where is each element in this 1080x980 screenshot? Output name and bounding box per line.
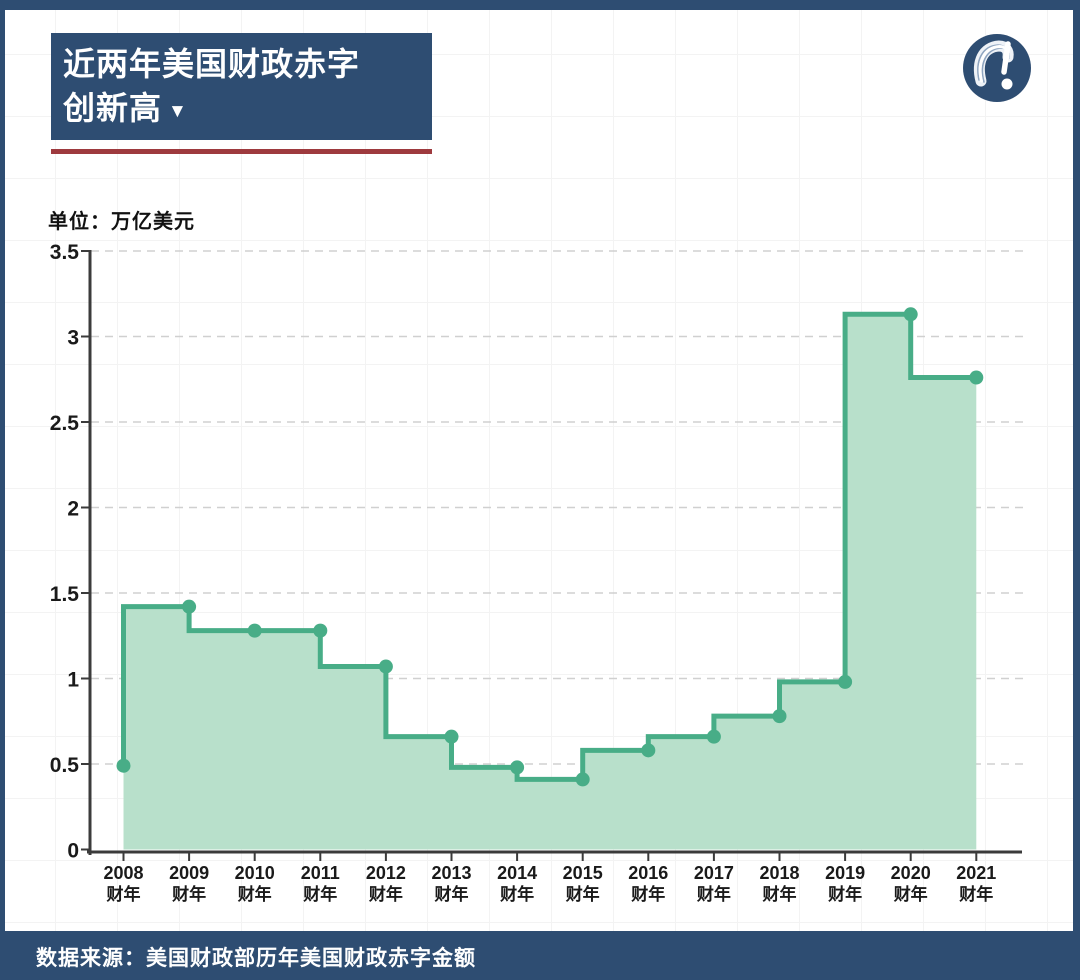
data-source-text: 数据来源：美国财政部历年美国财政赤字金额 — [36, 947, 476, 970]
x-tick-label-year-2016: 2016 — [628, 863, 668, 883]
content-area: 近两年美国财政赤字 创新高 ▼ 单位：万亿美元 0 0.5 1 1.5 2 2.5 3 3.5 2… — [5, 10, 1073, 931]
unit-label: 单位：万亿美元 — [48, 211, 195, 233]
data-point-2012 — [378, 659, 393, 674]
data-point-2009 — [182, 599, 197, 614]
data-point-2017 — [706, 729, 721, 744]
y-tick-label-1.5: 1.5 — [50, 583, 80, 606]
x-tick-label-year-2010: 2010 — [235, 863, 275, 883]
page-title-line2: 创新高 ▼ — [63, 86, 432, 134]
y-tick-label-3.5: 3.5 — [50, 241, 80, 264]
data-point-2018 — [772, 709, 787, 724]
title-accent-rule — [51, 149, 432, 154]
x-tick-label-year-2012: 2012 — [366, 863, 406, 883]
x-tick-label-year-2011: 2011 — [301, 863, 340, 883]
data-points — [116, 307, 984, 787]
x-tick-label-year-2019: 2019 — [825, 863, 865, 883]
y-tick-label-2.5: 2.5 — [50, 412, 80, 435]
page-title-text2: 创新高 — [63, 90, 163, 126]
page-title-line1: 近两年美国财政赤字 — [63, 42, 432, 86]
x-tick-label-year-2015: 2015 — [563, 863, 603, 883]
data-point-2021 — [969, 370, 984, 385]
x-tick-label-suffix-2021: 财年 — [958, 884, 993, 904]
exclamation-mark-icon — [1001, 41, 1013, 90]
x-tick-label-suffix-2009: 财年 — [171, 884, 206, 904]
page-title-text1: 近两年美国财政赤字 — [63, 46, 361, 82]
x-tick-label-year-2014: 2014 — [497, 863, 537, 883]
x-tick-label-year-2020: 2020 — [891, 863, 931, 883]
publisher-logo — [963, 34, 1031, 102]
x-tick-label-year-2008: 2008 — [103, 863, 143, 883]
data-point-2014 — [510, 760, 525, 775]
title-box: 近两年美国财政赤字 创新高 ▼ — [51, 33, 432, 140]
x-tick-label-suffix-2018: 财年 — [762, 884, 797, 904]
x-tick-label-suffix-2013: 财年 — [434, 884, 469, 904]
axes — [87, 250, 1022, 855]
x-tick-label-year-2013: 2013 — [431, 863, 471, 883]
data-point-2011 — [313, 623, 328, 638]
data-point-2019 — [838, 674, 853, 689]
x-tick-label-suffix-2019: 财年 — [827, 884, 862, 904]
x-tick-label-suffix-2017: 财年 — [696, 884, 731, 904]
data-point-2010 — [247, 623, 262, 638]
x-tick-label-suffix-2008: 财年 — [106, 884, 141, 904]
data-point-2008 — [116, 758, 131, 773]
data-point-2016 — [641, 743, 656, 758]
x-tick-label-suffix-2015: 财年 — [565, 884, 600, 904]
x-tick-label-suffix-2011: 财年 — [302, 884, 337, 904]
x-tick-label-suffix-2014: 财年 — [499, 884, 534, 904]
data-point-2020 — [903, 307, 918, 322]
triangle-down-icon: ▼ — [168, 101, 188, 122]
x-tick-label-suffix-2012: 财年 — [368, 884, 403, 904]
y-tick-label-2: 2 — [67, 498, 79, 521]
data-point-2015 — [575, 772, 590, 787]
y-tick-label-0.5: 0.5 — [50, 754, 80, 777]
data-point-2013 — [444, 729, 459, 744]
x-tick-label-year-2009: 2009 — [169, 863, 209, 883]
x-tick-label-year-2021: 2021 — [956, 863, 996, 883]
x-axis-ticks: 2008财年2009财年2010财年2011财年2012财年2013财年2014… — [103, 852, 996, 904]
step-line — [121, 311, 977, 782]
x-tick-label-year-2018: 2018 — [759, 863, 799, 883]
y-axis-ticks: 0 0.5 1 1.5 2 2.5 3 3.5 — [50, 241, 90, 863]
x-tick-label-suffix-2016: 财年 — [630, 884, 665, 904]
y-tick-label-1: 1 — [67, 669, 79, 692]
x-tick-label-suffix-2020: 财年 — [893, 884, 928, 904]
y-tick-label-3: 3 — [67, 327, 79, 350]
x-tick-label-suffix-2010: 财年 — [237, 884, 272, 904]
y-tick-label-0: 0 — [67, 840, 79, 863]
x-tick-label-year-2017: 2017 — [694, 863, 734, 883]
area-fill — [123, 314, 977, 850]
deficit-step-area-chart: 00.511.522.533.52008财年2009财年2010财年2011财年… — [50, 241, 1025, 904]
